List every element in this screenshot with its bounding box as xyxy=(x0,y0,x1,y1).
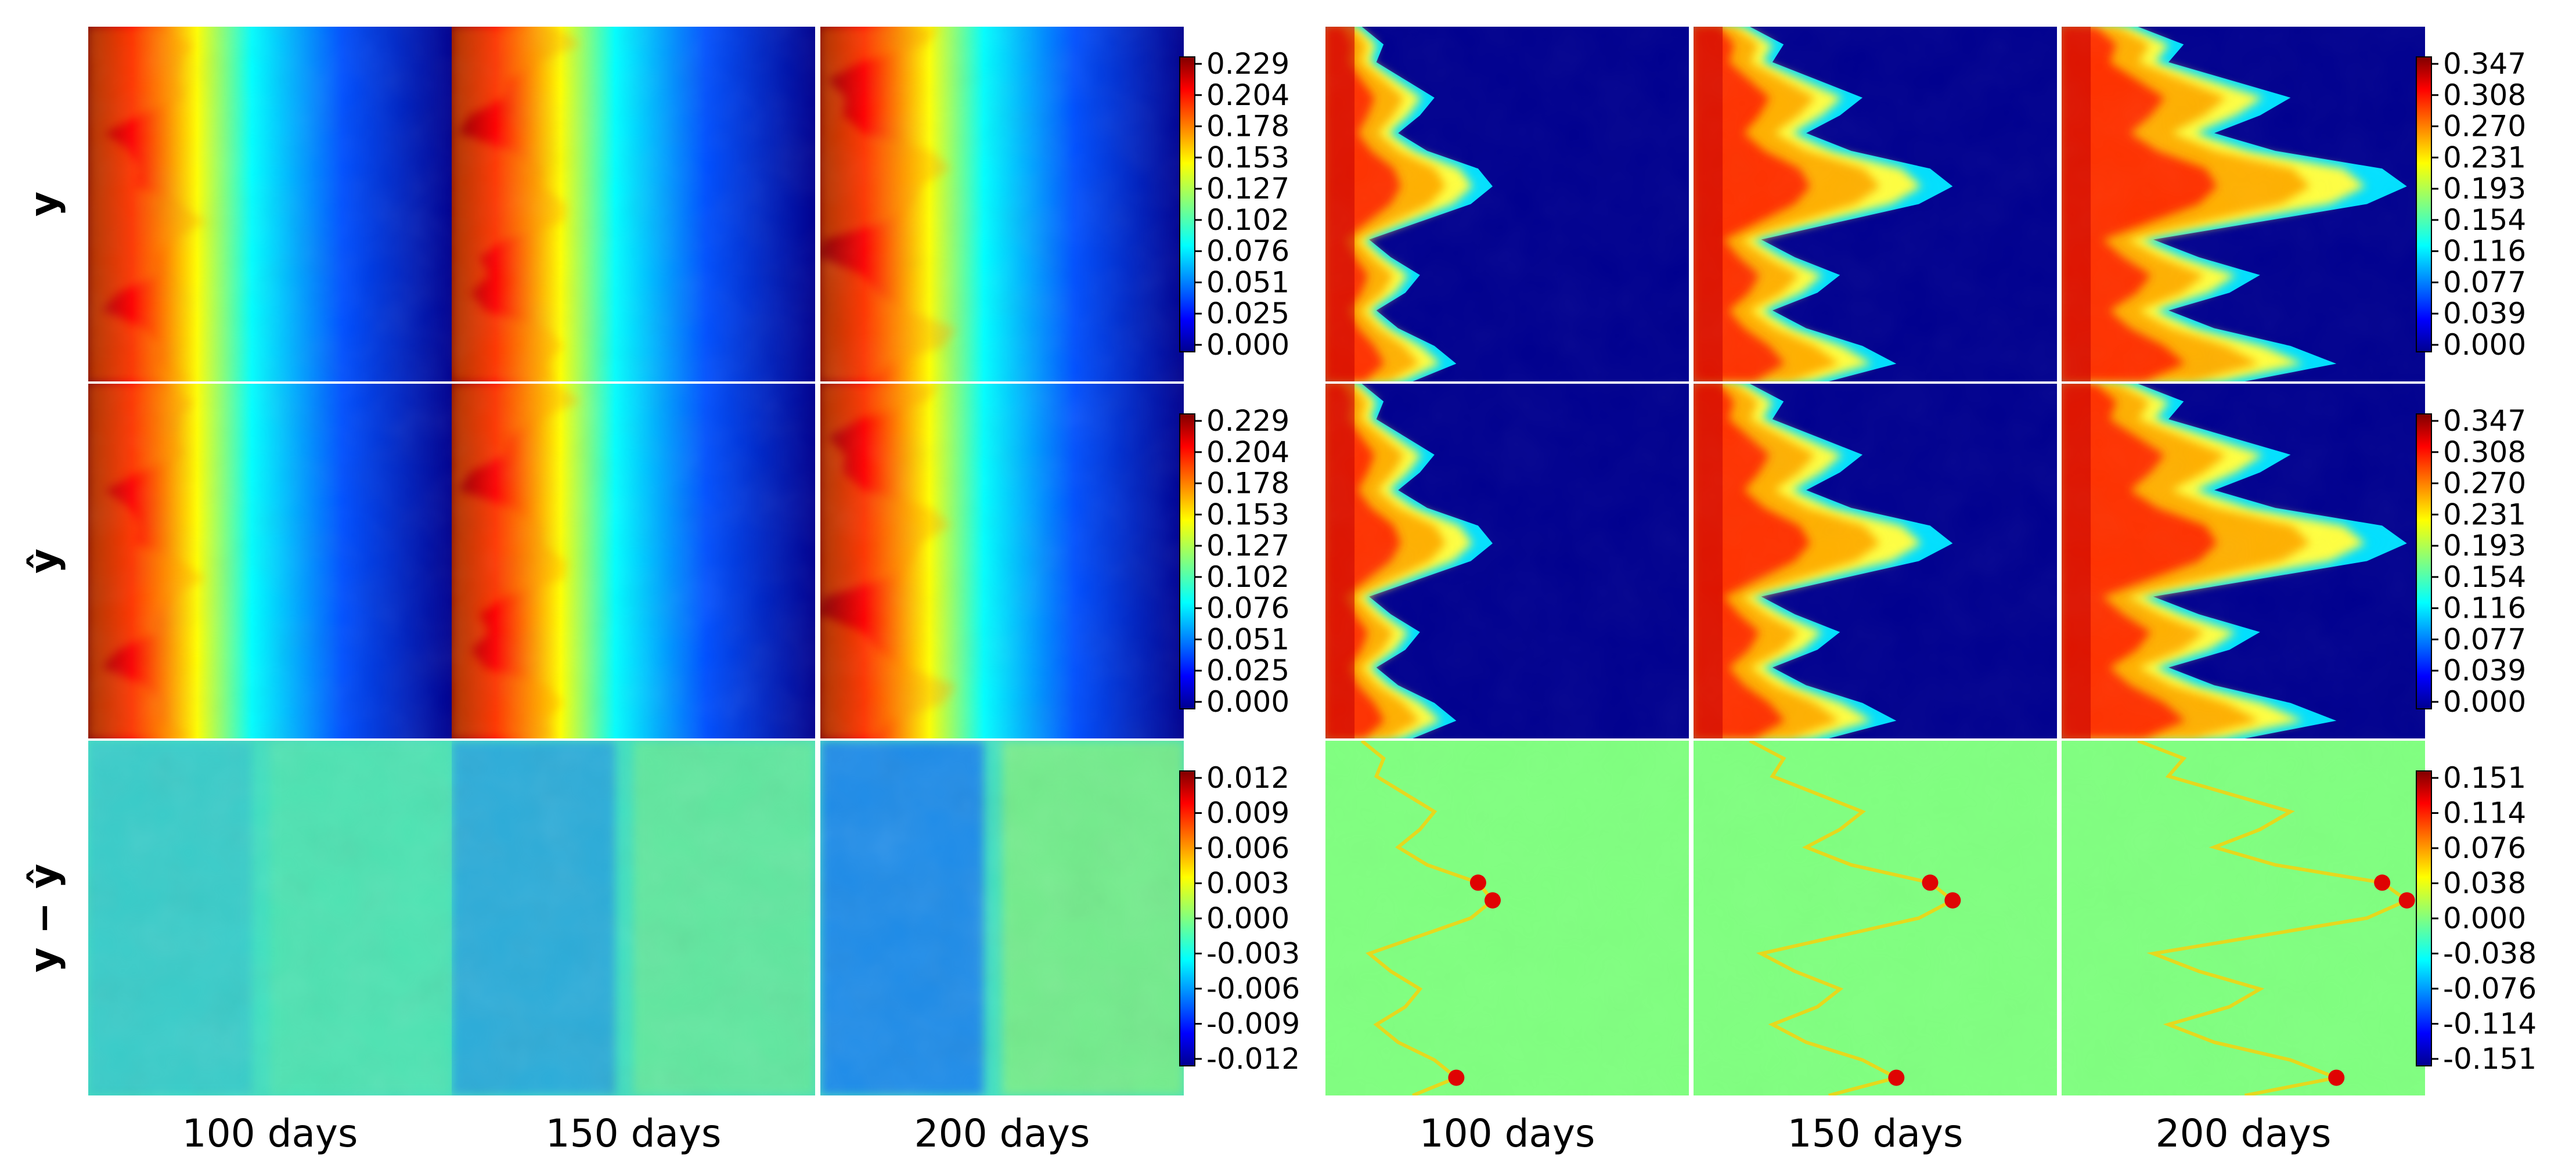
colorbar-tick-label: -0.076 xyxy=(2443,972,2537,1005)
colorbar-tick-label: 0.077 xyxy=(2443,622,2526,656)
colorbar-right-r1: 0.3470.3080.2700.2310.1930.1540.1160.077… xyxy=(2416,404,2526,719)
colorbar-tick-label: 0.153 xyxy=(1206,140,1289,174)
colorbar-tick-label: 0.308 xyxy=(2443,78,2526,112)
colorbar-tick-label: 0.000 xyxy=(1206,902,1289,935)
panel-left-r0-c1 xyxy=(452,27,815,381)
colorbar-right-r2: 0.1510.1140.0760.0380.000-0.038-0.076-0.… xyxy=(2416,761,2537,1076)
colorbar-tick-label: 0.204 xyxy=(1206,78,1289,112)
colorbar-tick-label: 0.000 xyxy=(2443,328,2526,362)
colorbar-tick-label: 0.347 xyxy=(2443,404,2526,438)
colorbar-tick-label: 0.229 xyxy=(1206,47,1289,81)
panel-right-r0-c2 xyxy=(2062,27,2425,381)
colorbar-tick-label: 0.051 xyxy=(1206,622,1289,656)
panel-left-r0-c0 xyxy=(88,27,452,381)
colorbar-tick-label: 0.270 xyxy=(2443,467,2526,500)
colorbar-tick-label: -0.038 xyxy=(2443,937,2537,971)
panel-right-r1-c1 xyxy=(1694,384,2057,738)
colorbar-tick-label: -0.006 xyxy=(1206,972,1300,1005)
colorbar-tick-label: 0.000 xyxy=(1206,685,1289,719)
col-label-0: 100 days xyxy=(182,1111,358,1156)
colorbar-tick-label: 0.154 xyxy=(2443,203,2526,237)
row-label-2: y − ŷ xyxy=(21,864,66,972)
colorbar-left-r2: 0.0120.0090.0060.0030.000-0.003-0.006-0.… xyxy=(1179,761,1300,1076)
colorbar-tick-label: 0.153 xyxy=(1206,498,1289,531)
colorbar-tick-label: 0.038 xyxy=(2443,867,2526,900)
panel-right-r1-c0 xyxy=(1325,384,1689,738)
colorbar-tick-label: 0.076 xyxy=(2443,831,2526,865)
colorbar-tick-label: 0.076 xyxy=(1206,235,1289,268)
panel-left-r1-c0 xyxy=(88,384,452,738)
colorbar-tick-label: 0.178 xyxy=(1206,110,1289,143)
colorbar-tick-label: 0.127 xyxy=(1206,529,1289,563)
colorbar-tick-label: 0.116 xyxy=(2443,235,2526,268)
panel-left-r1-c2 xyxy=(820,384,1184,738)
colorbar-tick-label: 0.006 xyxy=(1206,831,1289,865)
panel-right-r0-c0 xyxy=(1325,27,1689,381)
colorbar-right-r0: 0.3470.3080.2700.2310.1930.1540.1160.077… xyxy=(2416,47,2526,362)
colorbar-tick-label: 0.178 xyxy=(1206,467,1289,500)
colorbar-tick-label: 0.151 xyxy=(2443,761,2526,795)
colorbar-tick-label: 0.000 xyxy=(2443,902,2526,935)
colorbar-tick-label: 0.308 xyxy=(2443,435,2526,469)
colorbar-tick-label: 0.025 xyxy=(1206,654,1289,687)
panel-left-r2-c0 xyxy=(88,741,452,1095)
colorbar-tick-label: -0.114 xyxy=(2443,1007,2537,1041)
colorbar-tick-label: -0.151 xyxy=(2443,1042,2537,1076)
colorbar-tick-label: 0.204 xyxy=(1206,435,1289,469)
colorbar-tick-label: 0.012 xyxy=(1206,761,1289,795)
colorbar-tick-label: 0.127 xyxy=(1206,172,1289,206)
panel-right-r2-c0 xyxy=(1325,741,1689,1095)
col-label-5: 200 days xyxy=(2156,1111,2332,1156)
colorbar-tick-label: 0.039 xyxy=(2443,654,2526,687)
row-label-1: ŷ xyxy=(21,549,66,574)
colorbar-tick-label: 0.003 xyxy=(1206,867,1289,900)
panel-right-r0-c1 xyxy=(1694,27,2057,381)
colorbar-tick-label: 0.025 xyxy=(1206,297,1289,330)
col-label-2: 200 days xyxy=(914,1111,1090,1156)
colorbar-tick-label: 0.231 xyxy=(2443,140,2526,174)
colorbar-tick-label: -0.003 xyxy=(1206,937,1300,971)
colorbar-tick-label: 0.231 xyxy=(2443,498,2526,531)
colorbar-tick-label: 0.193 xyxy=(2443,172,2526,206)
panel-right-r2-c2 xyxy=(2062,741,2425,1095)
colorbar-tick-label: 0.229 xyxy=(1206,404,1289,438)
panel-left-r1-c1 xyxy=(452,384,815,738)
panel-left-r2-c2 xyxy=(820,741,1184,1095)
colorbar-tick-label: 0.077 xyxy=(2443,265,2526,299)
colorbar-tick-label: 0.000 xyxy=(2443,685,2526,719)
colorbar-tick-label: 0.051 xyxy=(1206,265,1289,299)
colorbar-tick-label: 0.270 xyxy=(2443,110,2526,143)
panel-right-r1-c2 xyxy=(2062,384,2425,738)
colorbar-tick-label: 0.009 xyxy=(1206,796,1289,830)
colorbar-tick-label: 0.000 xyxy=(1206,328,1289,362)
panel-left-r0-c2 xyxy=(820,27,1184,381)
colorbar-tick-label: 0.193 xyxy=(2443,529,2526,563)
panel-left-r2-c1 xyxy=(452,741,815,1095)
colorbar-tick-label: 0.116 xyxy=(2443,592,2526,625)
colorbar-tick-label: -0.012 xyxy=(1206,1042,1300,1076)
col-label-1: 150 days xyxy=(546,1111,722,1156)
colorbar-tick-label: 0.102 xyxy=(1206,560,1289,594)
col-label-3: 100 days xyxy=(1419,1111,1595,1156)
colorbar-tick-label: 0.154 xyxy=(2443,560,2526,594)
colorbar-tick-label: 0.039 xyxy=(2443,297,2526,330)
colorbar-tick-label: -0.009 xyxy=(1206,1007,1300,1041)
colorbar-left-r0: 0.2290.2040.1780.1530.1270.1020.0760.051… xyxy=(1179,47,1289,362)
colorbar-tick-label: 0.114 xyxy=(2443,796,2526,830)
row-label-0: y xyxy=(21,192,66,217)
colorbar-tick-label: 0.347 xyxy=(2443,47,2526,81)
colorbar-tick-label: 0.076 xyxy=(1206,592,1289,625)
colorbar-left-r1: 0.2290.2040.1780.1530.1270.1020.0760.051… xyxy=(1179,404,1289,719)
colorbar-tick-label: 0.102 xyxy=(1206,203,1289,237)
col-label-4: 150 days xyxy=(1788,1111,1963,1156)
panel-right-r2-c1 xyxy=(1694,741,2057,1095)
